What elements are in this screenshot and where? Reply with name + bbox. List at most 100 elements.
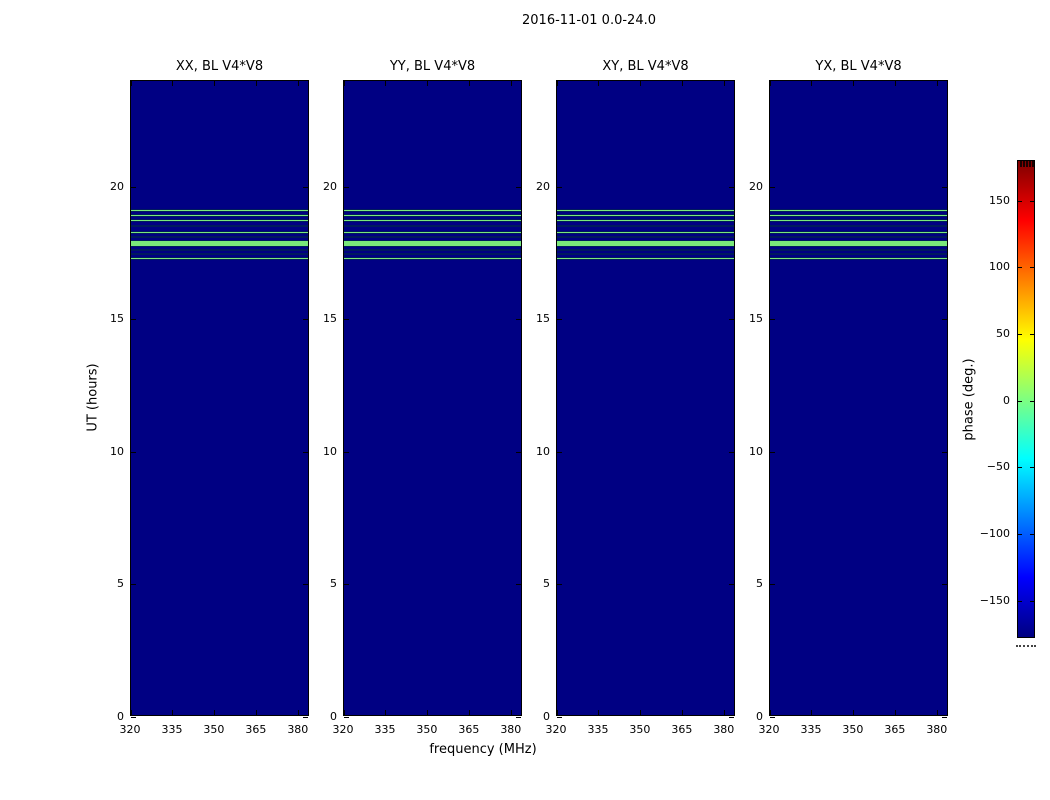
colorbar-minor-tick xyxy=(1020,161,1022,167)
x-tick-mark xyxy=(511,81,513,86)
x-tick-mark xyxy=(937,81,939,86)
x-tick-label: 335 xyxy=(587,723,609,736)
y-tick-mark xyxy=(303,186,308,188)
x-tick-mark xyxy=(811,710,813,715)
phase-stripe xyxy=(557,240,734,247)
y-tick-mark xyxy=(303,319,308,320)
x-tick-label: 365 xyxy=(884,723,906,736)
y-tick-mark xyxy=(942,716,947,718)
y-tick-mark xyxy=(557,451,562,453)
x-tick-mark xyxy=(256,710,258,715)
y-tick-mark xyxy=(729,319,734,320)
x-tick-label: 320 xyxy=(332,723,354,736)
y-tick-mark xyxy=(770,716,775,718)
x-tick-mark xyxy=(385,81,387,86)
x-tick-mark xyxy=(769,81,771,86)
phase-stripe xyxy=(557,253,734,256)
colorbar-tick-label: 150 xyxy=(989,193,1010,207)
colorbar-tick-mark xyxy=(1018,600,1022,602)
phase-stripe xyxy=(131,231,308,234)
phase-stripe xyxy=(770,209,947,212)
x-tick-mark xyxy=(556,81,558,86)
y-tick-label: 15 xyxy=(536,312,550,325)
phase-stripe xyxy=(131,249,308,252)
y-tick-label: 0 xyxy=(543,709,550,723)
phase-stripe xyxy=(770,249,947,252)
y-tick-mark xyxy=(131,451,136,453)
y-tick-label: 0 xyxy=(117,709,124,723)
x-tick-label: 365 xyxy=(245,723,267,736)
y-tick-mark xyxy=(131,186,136,188)
y-tick-mark xyxy=(131,716,136,718)
colorbar-tick-mark xyxy=(1030,267,1034,269)
x-tick-mark xyxy=(427,81,429,86)
x-tick-label: 380 xyxy=(926,723,948,736)
colorbar-tick-mark xyxy=(1030,200,1034,202)
colorbar-tick-mark xyxy=(1018,200,1022,202)
colorbar-tick-mark xyxy=(1018,267,1022,269)
phase-stripe xyxy=(131,240,308,247)
y-tick-label: 5 xyxy=(756,577,763,590)
colorbar-tick-mark xyxy=(1030,333,1034,335)
x-tick-mark xyxy=(895,710,897,715)
x-tick-mark xyxy=(130,81,132,86)
y-tick-mark xyxy=(344,716,349,718)
y-tick-mark xyxy=(131,584,136,585)
x-tick-label: 335 xyxy=(161,723,183,736)
y-tick-label: 20 xyxy=(110,179,124,193)
x-tick-label: 380 xyxy=(287,723,309,736)
y-tick-mark xyxy=(516,584,521,585)
x-tick-mark xyxy=(172,81,174,86)
x-tick-mark xyxy=(511,710,513,715)
x-tick-mark xyxy=(385,710,387,715)
colorbar-tick-label: −150 xyxy=(979,593,1010,607)
x-tick-mark xyxy=(598,81,600,86)
x-tick-mark xyxy=(811,81,813,86)
y-tick-mark xyxy=(344,584,349,585)
y-tick-mark xyxy=(344,186,349,188)
x-tick-mark xyxy=(769,710,771,715)
panel-title-xy: XY, BL V4*V8 xyxy=(602,59,689,74)
x-tick-mark xyxy=(214,710,216,715)
colorbar-minor-ticks-bottom xyxy=(1016,645,1036,647)
y-tick-label: 0 xyxy=(756,709,763,723)
colorbar-tick-label: 50 xyxy=(996,326,1010,340)
heatmap-panel-xy xyxy=(556,80,735,718)
phase-stripe xyxy=(131,214,308,217)
y-axis-label: UT (hours) xyxy=(85,363,101,432)
x-tick-label: 335 xyxy=(374,723,396,736)
panel-title-yy: YY, BL V4*V8 xyxy=(389,59,476,74)
y-tick-label: 20 xyxy=(323,179,337,193)
phase-stripe xyxy=(557,249,734,252)
x-tick-mark xyxy=(640,710,642,715)
phase-stripe xyxy=(131,209,308,212)
y-tick-mark xyxy=(942,584,947,585)
y-tick-label: 15 xyxy=(749,312,763,325)
phase-stripe xyxy=(344,209,521,212)
x-tick-mark xyxy=(640,81,642,86)
y-tick-label: 5 xyxy=(330,577,337,590)
phase-stripe xyxy=(131,257,308,260)
x-tick-mark xyxy=(853,710,855,715)
phase-stripe xyxy=(557,236,734,239)
phase-stripe xyxy=(344,225,521,228)
y-tick-mark xyxy=(557,716,562,718)
y-tick-mark xyxy=(303,584,308,585)
y-tick-mark xyxy=(303,716,308,718)
x-tick-label: 320 xyxy=(758,723,780,736)
colorbar-tick-label: 0 xyxy=(1003,393,1010,407)
phase-stripe xyxy=(770,231,947,234)
colorbar-tick-mark xyxy=(1030,533,1034,535)
phase-stripe xyxy=(344,236,521,239)
phase-stripe xyxy=(344,253,521,256)
colorbar-tick-mark xyxy=(1030,400,1034,402)
phase-stripe xyxy=(557,231,734,234)
phase-stripe xyxy=(344,249,521,252)
phase-stripe xyxy=(770,219,947,222)
phase-stripe xyxy=(557,219,734,222)
x-tick-mark xyxy=(427,710,429,715)
x-tick-mark xyxy=(256,81,258,86)
y-tick-label: 20 xyxy=(749,179,763,193)
x-tick-label: 350 xyxy=(629,723,651,736)
y-tick-label: 15 xyxy=(323,312,337,325)
